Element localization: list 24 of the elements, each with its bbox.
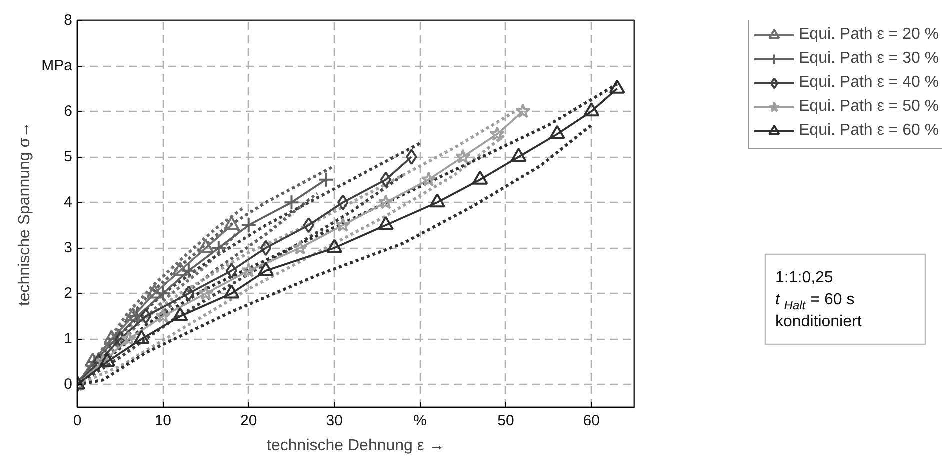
legend-label: Equi. Path ε = 60 %: [799, 121, 940, 141]
text: konditioniert: [776, 314, 862, 330]
y-tick-label: 0: [64, 376, 72, 394]
legend-label: Equi. Path ε = 50 %: [799, 97, 940, 117]
x-axis-title: technische Dehnung ε →: [267, 438, 445, 454]
y-tick-label: 6: [64, 103, 72, 120]
y-tick-label: 3: [64, 240, 72, 257]
y-tick-label: 8: [64, 12, 72, 29]
y-tick-label: 2: [64, 285, 72, 302]
text: 1:1:0,25: [776, 270, 834, 286]
y-tick-label: 1: [64, 330, 72, 348]
y-axis-title: technische Spannung σ→: [16, 122, 34, 306]
x-tick-label: 20: [240, 412, 258, 430]
x-tick-label: 60: [583, 412, 600, 430]
x-tick-label: 10: [154, 412, 172, 430]
legend-label: Equi. Path ε = 40 %: [799, 73, 940, 93]
y-tick-label: 4: [64, 194, 72, 212]
y-tick-label: MPa: [42, 58, 74, 75]
legend-label: Equi. Path ε = 20 %: [799, 25, 940, 45]
x-tick-label: 30: [326, 412, 343, 430]
x-tick-label: %: [414, 412, 427, 430]
x-tick-label: 50: [498, 412, 514, 430]
y-tick-label: 5: [64, 148, 72, 166]
legend-label: Equi. Path ε = 30 %: [799, 49, 940, 69]
